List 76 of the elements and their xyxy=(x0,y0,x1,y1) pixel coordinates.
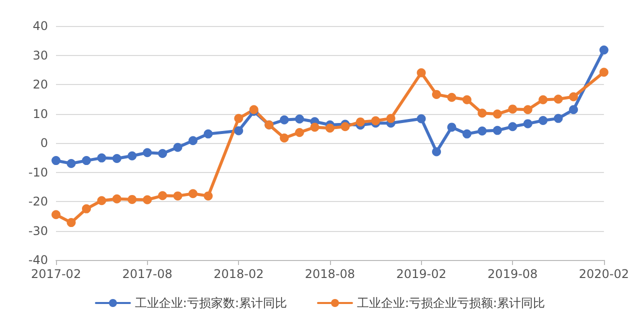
point xyxy=(569,92,578,102)
point xyxy=(447,92,456,102)
x-tick-label: 2018-08 xyxy=(304,267,356,281)
y-tick-label: 30 xyxy=(32,48,48,62)
point xyxy=(492,126,502,135)
point xyxy=(173,191,182,200)
point xyxy=(128,151,137,160)
point xyxy=(416,68,426,78)
point xyxy=(416,114,426,124)
point xyxy=(523,105,532,114)
point xyxy=(158,191,168,200)
point xyxy=(280,115,289,124)
x-tick-label: 2019-08 xyxy=(488,267,538,281)
legend-label: 工业企业:亏损企业亏损额:累计同比 xyxy=(357,296,546,310)
point xyxy=(295,114,304,124)
point xyxy=(432,90,442,99)
y-tick-label: 40 xyxy=(32,19,48,33)
x-tick-label: 2020-02 xyxy=(578,267,629,281)
point xyxy=(554,94,563,104)
legend-label: 工业企业:亏损家数:累计同比 xyxy=(134,296,288,310)
y-tick-label: 20 xyxy=(32,78,48,92)
x-tick-label: 2017-02 xyxy=(30,267,82,281)
point xyxy=(204,129,213,138)
point xyxy=(492,110,502,119)
point xyxy=(66,158,76,168)
point xyxy=(97,196,106,206)
point xyxy=(52,210,60,220)
point xyxy=(97,153,106,162)
point xyxy=(538,116,548,125)
point xyxy=(310,122,320,132)
point xyxy=(142,148,152,158)
point xyxy=(462,95,472,104)
point xyxy=(508,104,518,114)
y-tick-label: -40 xyxy=(28,253,48,267)
point xyxy=(599,68,608,77)
point xyxy=(158,149,168,158)
point xyxy=(538,95,548,104)
point xyxy=(142,195,152,204)
point xyxy=(188,189,198,198)
x-tick-label: 2019-02 xyxy=(396,267,446,281)
y-tick-label: -10 xyxy=(28,165,48,180)
point xyxy=(52,156,60,166)
point xyxy=(188,136,198,146)
point xyxy=(66,218,76,228)
y-tick-label: -20 xyxy=(28,194,48,208)
point xyxy=(112,154,122,163)
point xyxy=(508,122,518,132)
point xyxy=(295,128,304,137)
point xyxy=(325,124,334,133)
point xyxy=(234,114,244,123)
point xyxy=(234,126,244,136)
point xyxy=(356,117,365,126)
point xyxy=(173,142,182,152)
point xyxy=(128,194,137,204)
point xyxy=(371,116,380,126)
point xyxy=(386,114,396,123)
point xyxy=(554,114,563,123)
point xyxy=(112,194,122,204)
point xyxy=(462,129,472,138)
y-tick-label: -30 xyxy=(28,224,48,238)
point xyxy=(204,191,213,200)
x-tick-label: 2017-08 xyxy=(122,267,172,281)
point xyxy=(599,45,608,54)
point xyxy=(523,119,532,128)
point xyxy=(280,134,289,143)
y-tick-label: 0 xyxy=(40,136,48,150)
point xyxy=(340,122,350,132)
point xyxy=(447,122,456,132)
point xyxy=(432,147,442,156)
y-tick-label: 10 xyxy=(32,106,48,121)
point xyxy=(82,204,91,214)
point xyxy=(478,126,487,136)
point xyxy=(569,105,578,114)
x-tick-label: 2018-02 xyxy=(214,267,264,281)
point xyxy=(478,108,487,118)
point xyxy=(82,156,91,166)
